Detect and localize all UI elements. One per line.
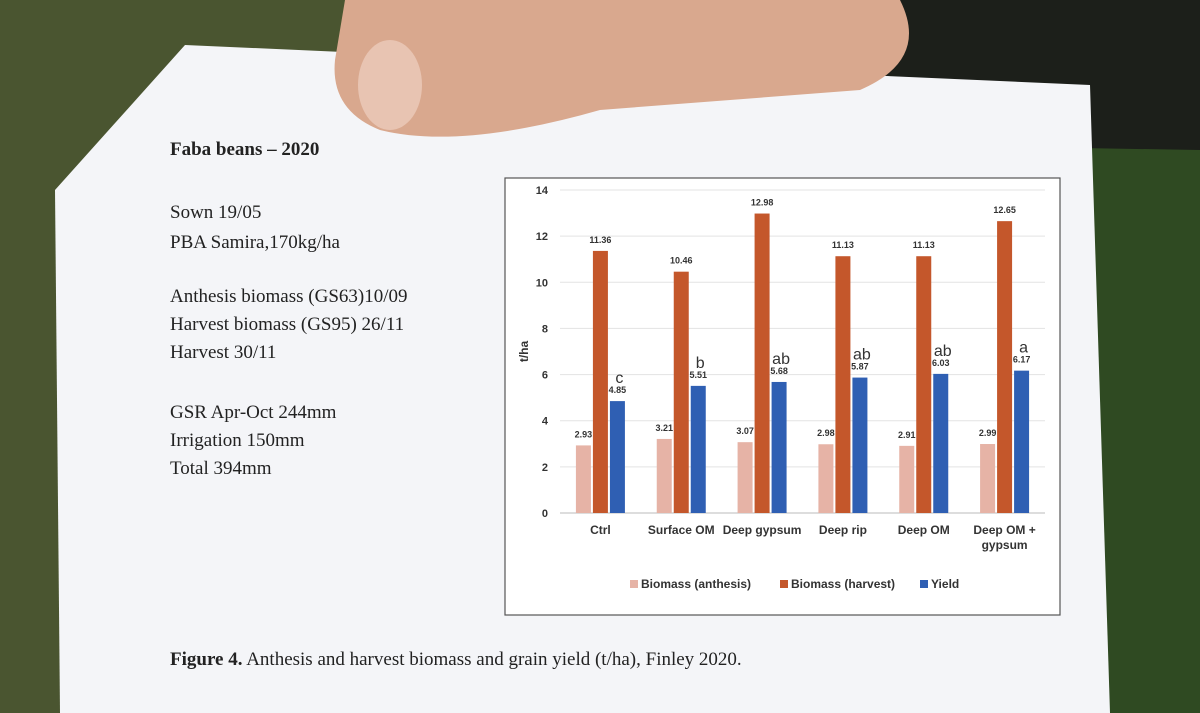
value-label: 5.51 — [689, 370, 707, 380]
doc-line: Anthesis biomass (GS63)10/09 — [170, 286, 408, 307]
x-tick-fo: Deep OM — [897, 523, 950, 537]
value-label: 2.91 — [898, 430, 916, 440]
y-tick-label: 0 — [542, 508, 548, 520]
value-label: 10.46 — [670, 256, 693, 266]
value-label: 4.85 — [609, 385, 627, 395]
bar — [899, 445, 915, 513]
bar — [609, 401, 625, 513]
caption-text: Anthesis and harvest biomass and grain y… — [246, 649, 742, 670]
bar — [656, 438, 672, 513]
y-tick-label: 10 — [536, 277, 548, 289]
doc-line: Harvest 30/11 — [170, 342, 276, 363]
bar — [1014, 370, 1030, 513]
doc-line: GSR Apr-Oct 244mm — [170, 402, 337, 423]
legend-swatch — [630, 580, 638, 588]
y-tick-label: 6 — [542, 370, 548, 382]
significance-letter: c — [615, 370, 623, 387]
value-label: 12.65 — [993, 205, 1016, 215]
legend-swatch — [920, 580, 928, 588]
x-tick-fo: Deep gypsum — [722, 523, 802, 537]
bar — [997, 221, 1013, 513]
x-tick-fo: Deep OM + gypsum — [973, 523, 1036, 552]
bar — [673, 271, 689, 513]
doc-title: Faba beans – 2020 — [170, 139, 319, 160]
bar — [818, 444, 834, 513]
legend-label: Biomass (anthesis) — [641, 577, 751, 591]
significance-letter: ab — [934, 343, 952, 360]
bar — [852, 377, 868, 513]
thumb — [334, 0, 910, 137]
x-tick-label: Deep rip — [818, 523, 867, 537]
value-label: 2.99 — [979, 428, 997, 438]
x-tick-fo: Deep rip — [818, 523, 867, 537]
value-label: 5.68 — [770, 366, 788, 376]
value-label: 3.21 — [655, 423, 673, 433]
bar — [771, 381, 787, 513]
x-tick-label: Deep OM + gypsum — [973, 523, 1036, 552]
value-label: 2.93 — [575, 429, 593, 439]
x-tick-label: Deep gypsum — [722, 523, 802, 537]
value-label: 11.13 — [913, 240, 935, 250]
significance-letter: a — [1019, 340, 1028, 357]
thumbnail — [358, 40, 422, 130]
doc-line: Irrigation 150mm — [170, 430, 305, 451]
value-label: 6.03 — [932, 358, 950, 368]
bar — [980, 444, 996, 513]
bar — [690, 385, 706, 513]
value-label: 11.36 — [589, 235, 611, 245]
bar — [835, 256, 851, 513]
x-tick-fo: Surface OM — [647, 523, 715, 537]
value-label: 3.07 — [736, 426, 754, 436]
y-tick-label: 8 — [542, 323, 548, 335]
y-axis-label: t/ha — [517, 341, 531, 363]
bar — [933, 373, 949, 513]
significance-letter: ab — [772, 351, 790, 368]
significance-letter: ab — [853, 347, 871, 364]
value-label: 6.17 — [1013, 355, 1031, 365]
legend-label: Yield — [931, 577, 959, 591]
legend-label: Biomass (harvest) — [791, 577, 895, 591]
doc-line: PBA Samira,170kg/ha — [170, 232, 341, 253]
value-label: 2.98 — [817, 428, 835, 438]
caption-label: Figure 4. — [170, 649, 242, 670]
grass-right — [1090, 140, 1200, 713]
x-tick-label: Surface OM — [647, 523, 715, 537]
x-tick-label: Deep OM — [897, 523, 950, 537]
y-tick-label: 2 — [542, 462, 548, 474]
y-tick-label: 12 — [536, 231, 548, 243]
value-label: 5.87 — [851, 362, 869, 372]
x-tick-fo: Ctrl — [590, 523, 611, 537]
bar — [737, 442, 753, 513]
value-label: 11.13 — [832, 240, 854, 250]
x-tick-label: Ctrl — [590, 523, 611, 537]
y-tick-label: 4 — [542, 416, 549, 428]
value-label: 12.98 — [751, 198, 774, 208]
significance-letter: b — [696, 355, 705, 372]
bar — [916, 256, 932, 513]
legend-swatch — [780, 580, 788, 588]
bar — [592, 250, 608, 513]
bar — [575, 445, 591, 513]
doc-line: Sown 19/05 — [170, 202, 261, 223]
bar — [754, 213, 770, 514]
caption: Figure 4. Anthesis and harvest biomass a… — [170, 649, 742, 670]
doc-line: Total 394mm — [170, 458, 272, 479]
doc-line: Harvest biomass (GS95) 26/11 — [170, 314, 404, 335]
y-tick-label: 14 — [536, 185, 549, 197]
